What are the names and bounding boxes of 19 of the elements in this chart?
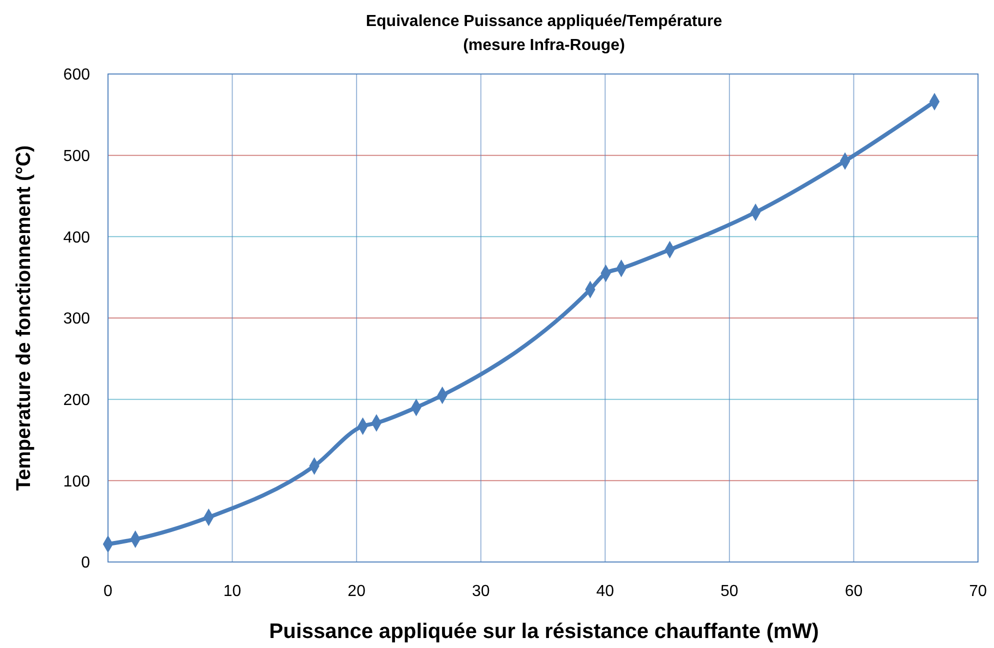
y-tick-label: 600 bbox=[63, 66, 90, 84]
x-tick-label: 0 bbox=[104, 583, 113, 600]
x-tick-label: 40 bbox=[596, 583, 614, 600]
x-tick-label: 30 bbox=[472, 583, 490, 600]
y-tick-label: 400 bbox=[63, 229, 90, 246]
x-tick-label: 60 bbox=[844, 583, 863, 600]
y-tick-label: 500 bbox=[63, 148, 90, 165]
y-tick-label: 200 bbox=[63, 392, 90, 409]
y-axis-title: Temperature de fonctionnement (°C) bbox=[13, 145, 35, 491]
x-tick-label: 50 bbox=[720, 583, 738, 600]
x-tick-label: 70 bbox=[969, 583, 987, 600]
x-tick-label: 10 bbox=[223, 583, 242, 600]
chart-title: Equivalence Puissance appliquée/Température bbox=[366, 13, 722, 30]
x-tick-label: 20 bbox=[348, 583, 366, 600]
x-axis-title: Puissance appliquée sur la résistance chauffante (mW) bbox=[269, 620, 819, 643]
y-tick-label: 300 bbox=[63, 310, 90, 328]
y-tick-label: 0 bbox=[81, 554, 90, 572]
chart-subtitle: (mesure Infra-Rouge) bbox=[463, 37, 625, 54]
y-tick-label: 100 bbox=[63, 473, 90, 490]
